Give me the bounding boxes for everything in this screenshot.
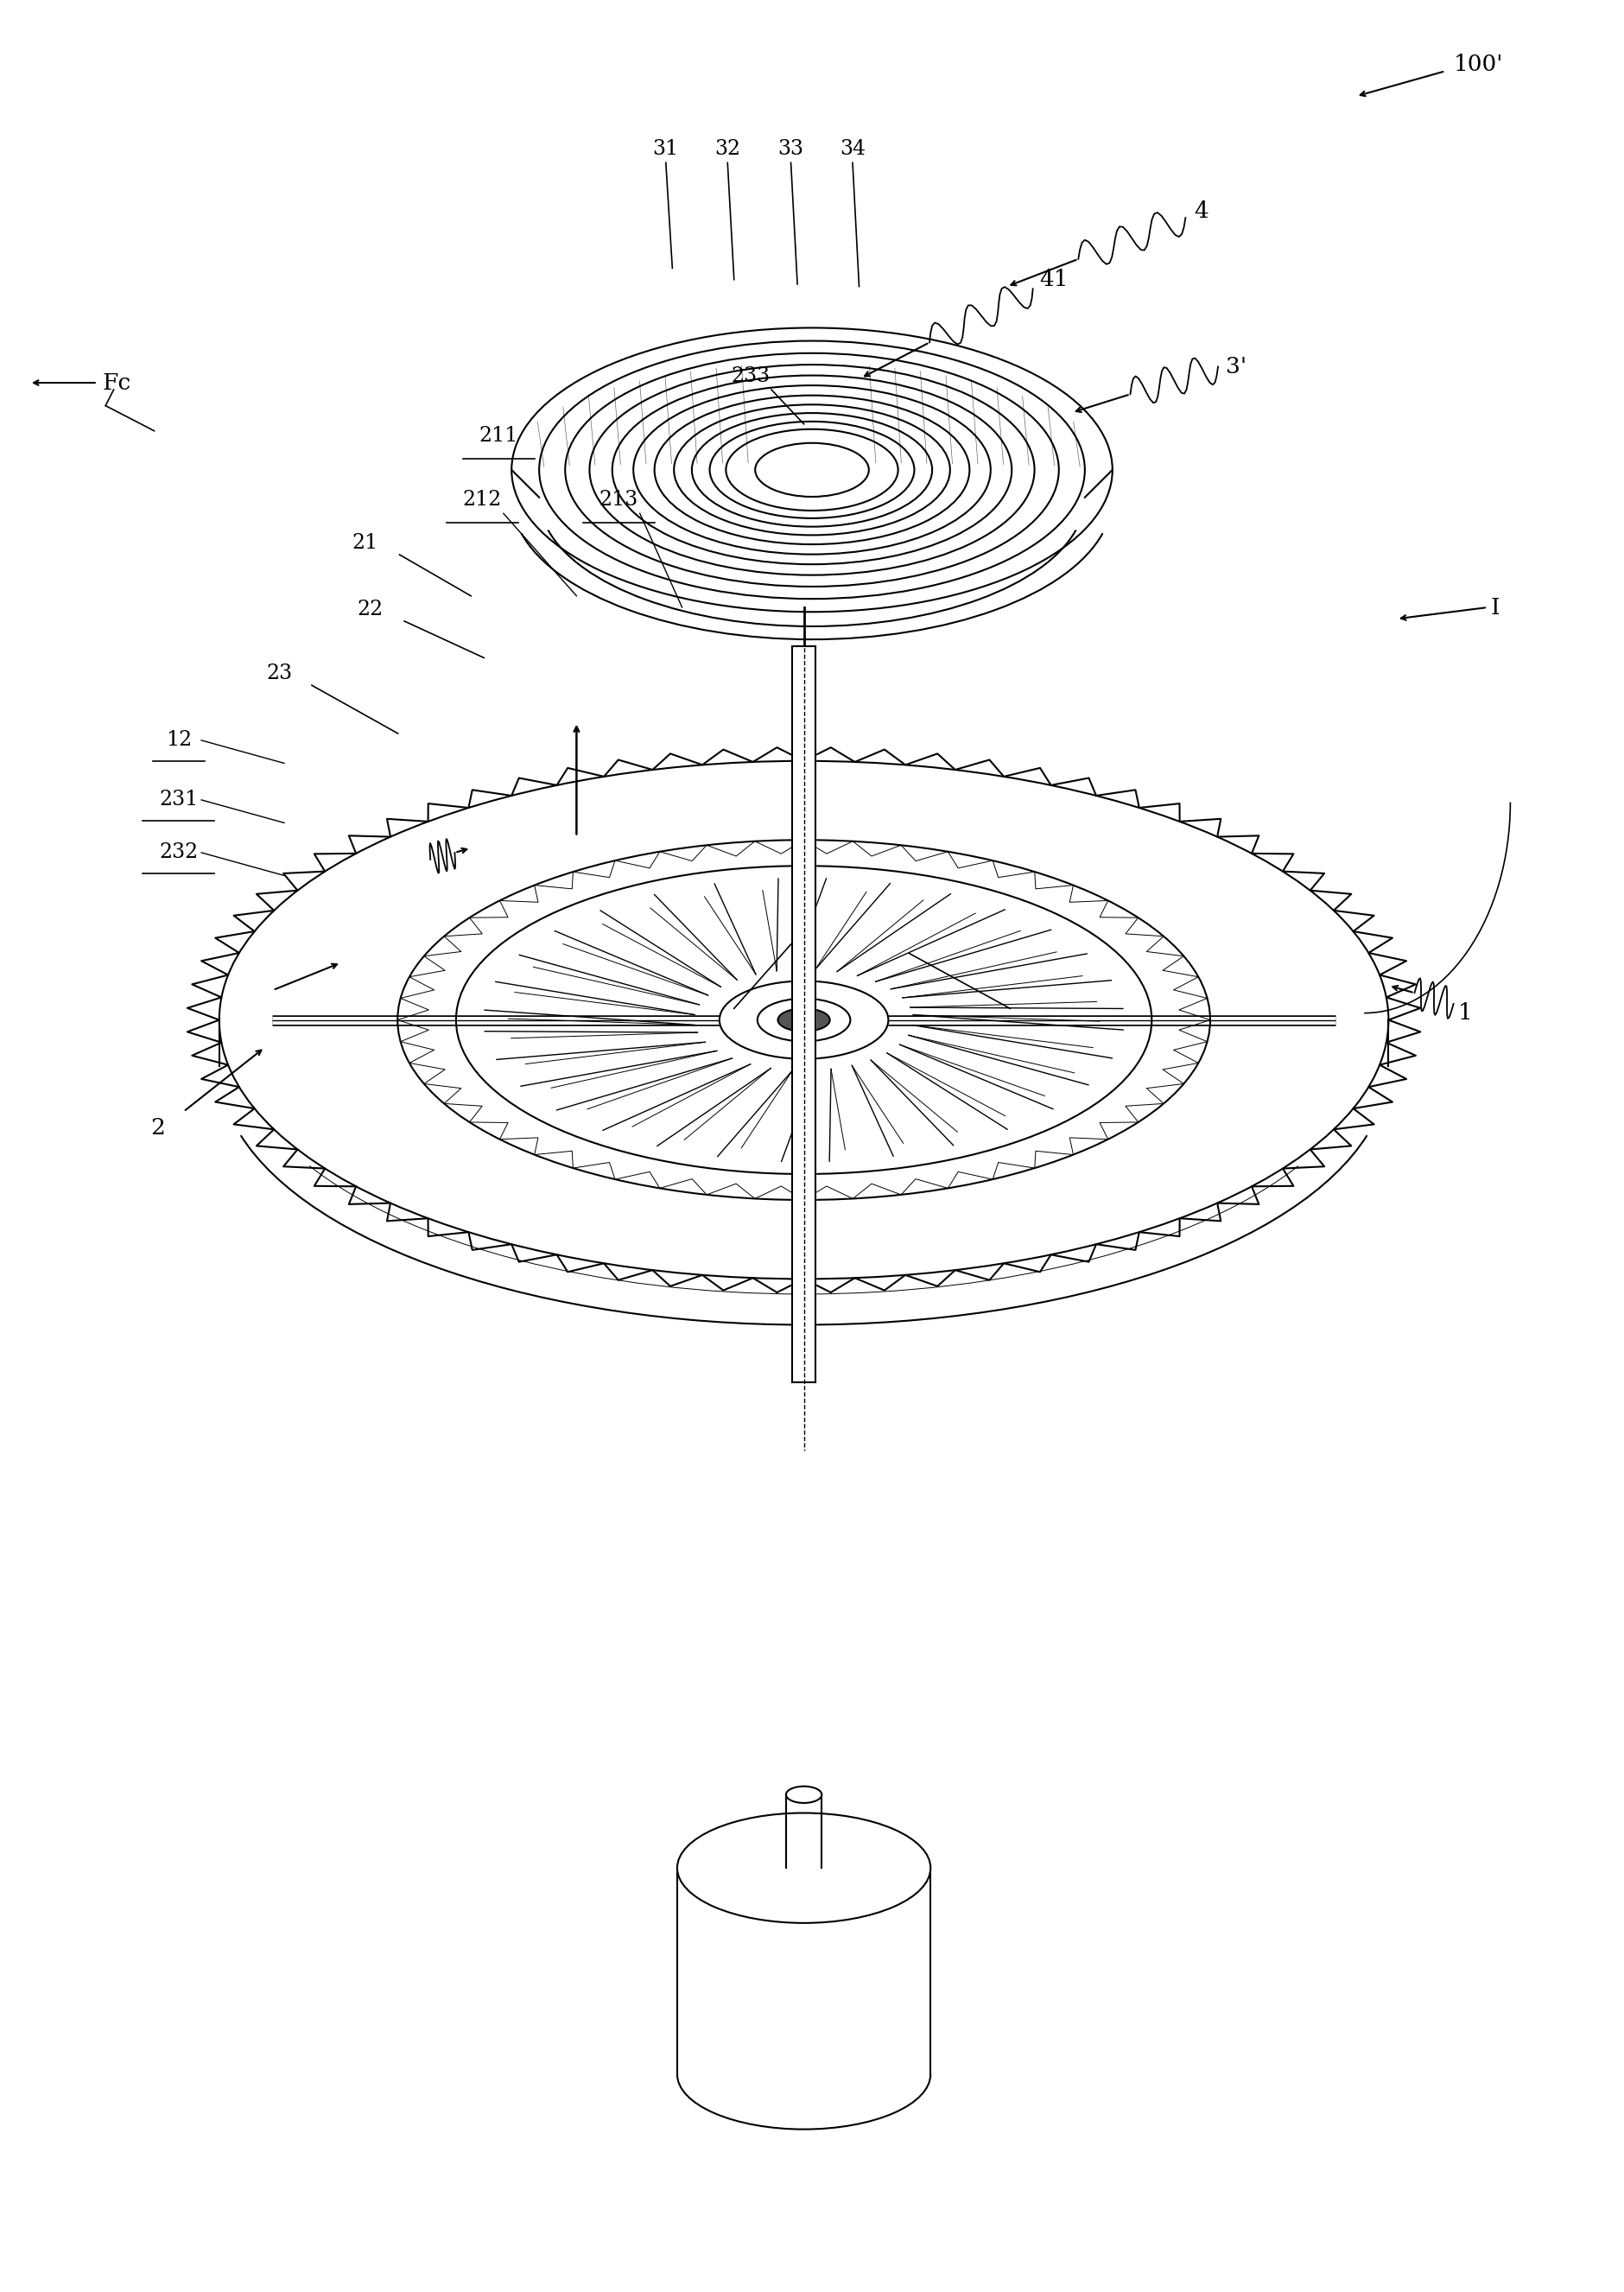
Ellipse shape xyxy=(778,1008,830,1031)
Text: Fb': Fb' xyxy=(377,855,414,878)
Text: 21: 21 xyxy=(352,534,378,552)
Ellipse shape xyxy=(219,761,1389,1279)
Text: 24: 24 xyxy=(227,981,253,999)
Text: 211: 211 xyxy=(479,426,518,445)
Text: 11: 11 xyxy=(692,1002,721,1025)
Text: 233: 233 xyxy=(731,367,770,385)
Ellipse shape xyxy=(677,1813,931,1923)
Text: 212: 212 xyxy=(463,490,502,509)
Text: 100': 100' xyxy=(1453,53,1504,76)
Text: Fc: Fc xyxy=(102,371,132,394)
Text: 232: 232 xyxy=(159,843,198,862)
Text: 32: 32 xyxy=(715,140,741,158)
Ellipse shape xyxy=(755,442,869,497)
Text: 2: 2 xyxy=(151,1116,164,1139)
Text: I: I xyxy=(1491,596,1501,619)
Ellipse shape xyxy=(719,981,888,1059)
Text: 41: 41 xyxy=(1039,268,1069,291)
Text: 213: 213 xyxy=(599,490,638,509)
Text: 12: 12 xyxy=(166,731,192,749)
Ellipse shape xyxy=(786,1785,822,1804)
Polygon shape xyxy=(793,646,815,1382)
Text: 4: 4 xyxy=(1194,199,1208,222)
Text: 22: 22 xyxy=(357,601,383,619)
Text: 13: 13 xyxy=(1017,1002,1046,1025)
Text: 3': 3' xyxy=(1226,355,1247,378)
Ellipse shape xyxy=(757,999,851,1041)
Text: 31: 31 xyxy=(653,140,679,158)
Text: 1: 1 xyxy=(1458,1002,1473,1025)
Text: 33: 33 xyxy=(778,140,804,158)
Text: 34: 34 xyxy=(840,140,866,158)
Text: 23: 23 xyxy=(266,665,292,683)
Ellipse shape xyxy=(512,328,1112,612)
Text: 231: 231 xyxy=(159,791,198,809)
